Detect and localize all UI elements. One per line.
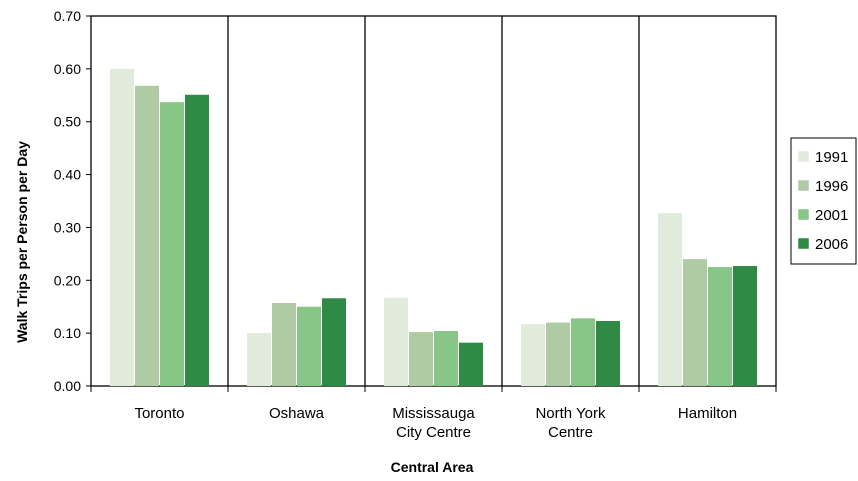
- bars: [110, 68, 757, 387]
- bar-2006: [459, 342, 483, 386]
- legend-swatch-2001: [797, 208, 810, 221]
- plot-frame: [90, 15, 777, 387]
- legend-label: 2001: [815, 207, 848, 224]
- bar-2001: [571, 318, 595, 386]
- legend-swatch-2006: [797, 237, 810, 250]
- legend-swatch-1996: [797, 179, 810, 192]
- category-label: Centre: [548, 424, 593, 441]
- y-axis: 0.00 0.10 0.20 0.30 0.40 0.50 0.60 0.70: [54, 8, 91, 394]
- plot-area: [90, 15, 777, 387]
- bar-2001: [434, 331, 458, 386]
- bar-1991: [110, 68, 134, 386]
- bar-1991: [247, 333, 271, 386]
- bar-2001: [160, 102, 184, 387]
- y-tick-label: 0.50: [54, 114, 81, 130]
- bar-2006: [596, 320, 620, 386]
- category-label: Hamilton: [678, 405, 737, 422]
- y-tick-label: 0.40: [54, 167, 81, 183]
- legend-label: 1996: [815, 178, 848, 195]
- bar-1991: [521, 324, 545, 386]
- legend: 1991 1996 2001 2006: [790, 137, 857, 265]
- category-label: City Centre: [396, 424, 471, 441]
- bar-1991: [384, 297, 408, 386]
- y-tick-label: 0.60: [54, 61, 81, 77]
- bar-1996: [272, 303, 296, 386]
- bar-2001: [297, 306, 321, 386]
- category-label: Oshawa: [269, 405, 325, 422]
- category-label: Toronto: [134, 405, 184, 422]
- y-tick-label: 0.70: [54, 8, 81, 24]
- bar-1991: [658, 213, 682, 386]
- bar-2006: [322, 298, 346, 386]
- bar-1996: [135, 85, 159, 387]
- bar-2006: [185, 94, 209, 386]
- legend-label: 2006: [815, 236, 848, 253]
- category-label: North York: [535, 405, 606, 422]
- x-axis-title: Central Area: [391, 459, 474, 475]
- legend-label: 1991: [815, 149, 848, 166]
- legend-swatch-1991: [797, 150, 810, 163]
- category-label: Mississauga: [392, 405, 475, 422]
- bar-1996: [683, 259, 707, 386]
- y-axis-title: Walk Trips per Person per Day: [14, 141, 30, 343]
- y-tick-label: 0.20: [54, 272, 81, 288]
- y-tick-label: 0.10: [54, 325, 81, 341]
- y-tick-label: 0.30: [54, 219, 81, 235]
- y-tick-label: 0.00: [54, 378, 81, 394]
- x-axis: Toronto Oshawa Mississauga City Centre North…: [90, 386, 777, 441]
- bar-2001: [708, 267, 732, 386]
- bar-1996: [546, 322, 570, 386]
- bar-1996: [409, 332, 433, 386]
- bar-2006: [733, 266, 757, 386]
